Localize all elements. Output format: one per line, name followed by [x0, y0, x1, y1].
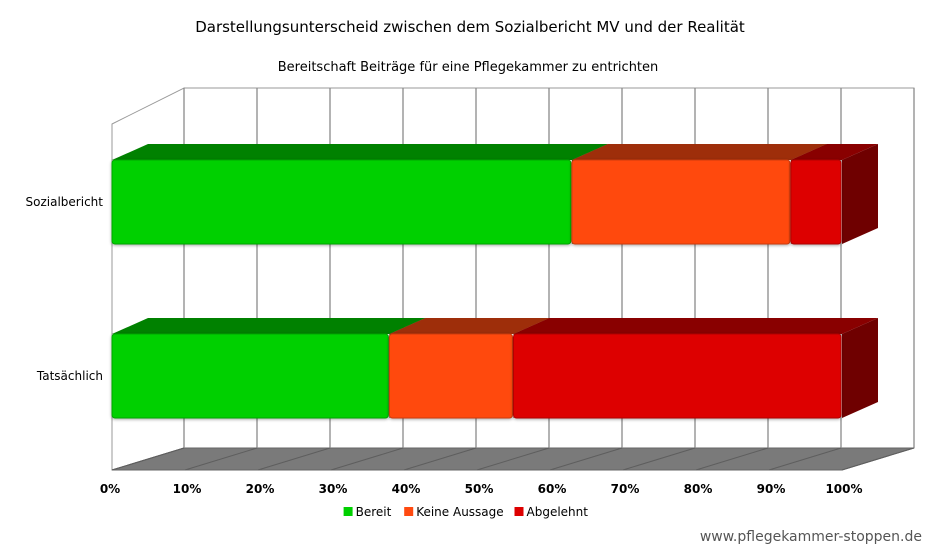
- legend-item-abgelehnt: Abgelehnt: [514, 505, 589, 519]
- bar-top-face: [513, 318, 878, 334]
- legend-item-bereit: Bereit: [343, 505, 392, 519]
- x-tick-label: 40%: [392, 482, 421, 496]
- bar-top-face: [389, 318, 550, 334]
- bar-front-face: [513, 333, 842, 419]
- floor-gridline: [768, 447, 842, 471]
- chart-subtitle: Bereitschaft Beiträge für eine Pflegekam…: [278, 60, 659, 75]
- x-tick-label: 30%: [319, 482, 348, 496]
- bar-tatsächlich-bereit: [111, 318, 426, 419]
- legend-label: Keine Aussage: [416, 505, 503, 519]
- source-text: www.pflegekammer-stoppen.de: [700, 529, 922, 545]
- bar-front-face: [111, 159, 572, 245]
- floor-gridline: [622, 447, 696, 471]
- floor-gridline: [476, 447, 550, 471]
- bar-top-face: [571, 144, 827, 160]
- bar-front-face: [571, 159, 791, 245]
- legend-label: Bereit: [356, 505, 392, 519]
- bar-sozialbericht-abgelehnt: [790, 144, 878, 245]
- bar-side-face: [842, 318, 878, 418]
- x-tick-label: 70%: [611, 482, 640, 496]
- floor-gridline: [111, 447, 185, 471]
- x-tick-label: 50%: [465, 482, 494, 496]
- floor-gridline: [403, 447, 477, 471]
- x-tick-label: 90%: [757, 482, 786, 496]
- category-labels: Sozialbericht Tatsächlich: [26, 195, 104, 383]
- bar-side-face: [842, 144, 878, 244]
- bar-tatsächlich-abgelehnt: [513, 318, 878, 419]
- bar-front-face: [111, 333, 389, 419]
- legend-swatch: [343, 507, 353, 516]
- category-label: Tatsächlich: [36, 369, 103, 383]
- x-axis-ticks: 0% 10% 20% 30% 40% 50% 60% 70% 80% 90% 100%: [100, 482, 863, 496]
- x-tick-label: 100%: [825, 482, 862, 496]
- bars: [111, 144, 878, 419]
- floor-gridline: [695, 447, 769, 471]
- bar-top-face: [790, 144, 878, 160]
- legend-swatch: [404, 507, 414, 516]
- bar-front-face: [388, 333, 513, 419]
- bar-top-face: [112, 318, 426, 334]
- bar-front-face: [790, 159, 842, 245]
- x-tick-label: 20%: [246, 482, 275, 496]
- floor-gridline: [257, 447, 331, 471]
- x-tick-label: 10%: [173, 482, 202, 496]
- legend: Bereit Keine Aussage Abgelehnt: [343, 505, 589, 519]
- chart-title: Darstellungsunterscheid zwischen dem Soz…: [195, 18, 745, 36]
- category-label: Sozialbericht: [26, 195, 104, 209]
- bar-sozialbericht-keine-aussage: [571, 144, 827, 245]
- floor-gridline: [841, 447, 915, 471]
- legend-item-keine-aussage: Keine Aussage: [404, 505, 504, 519]
- x-tick-label: 80%: [684, 482, 713, 496]
- bar-sozialbericht-bereit: [111, 144, 608, 245]
- floor-gridline: [330, 447, 404, 471]
- x-tick-label: 0%: [100, 482, 120, 496]
- legend-label: Abgelehnt: [527, 505, 589, 519]
- x-tick-label: 60%: [538, 482, 567, 496]
- floor-gridline: [184, 447, 258, 471]
- bar-top-face: [112, 144, 608, 160]
- floor-gridline: [549, 447, 623, 471]
- legend-swatch: [514, 507, 524, 516]
